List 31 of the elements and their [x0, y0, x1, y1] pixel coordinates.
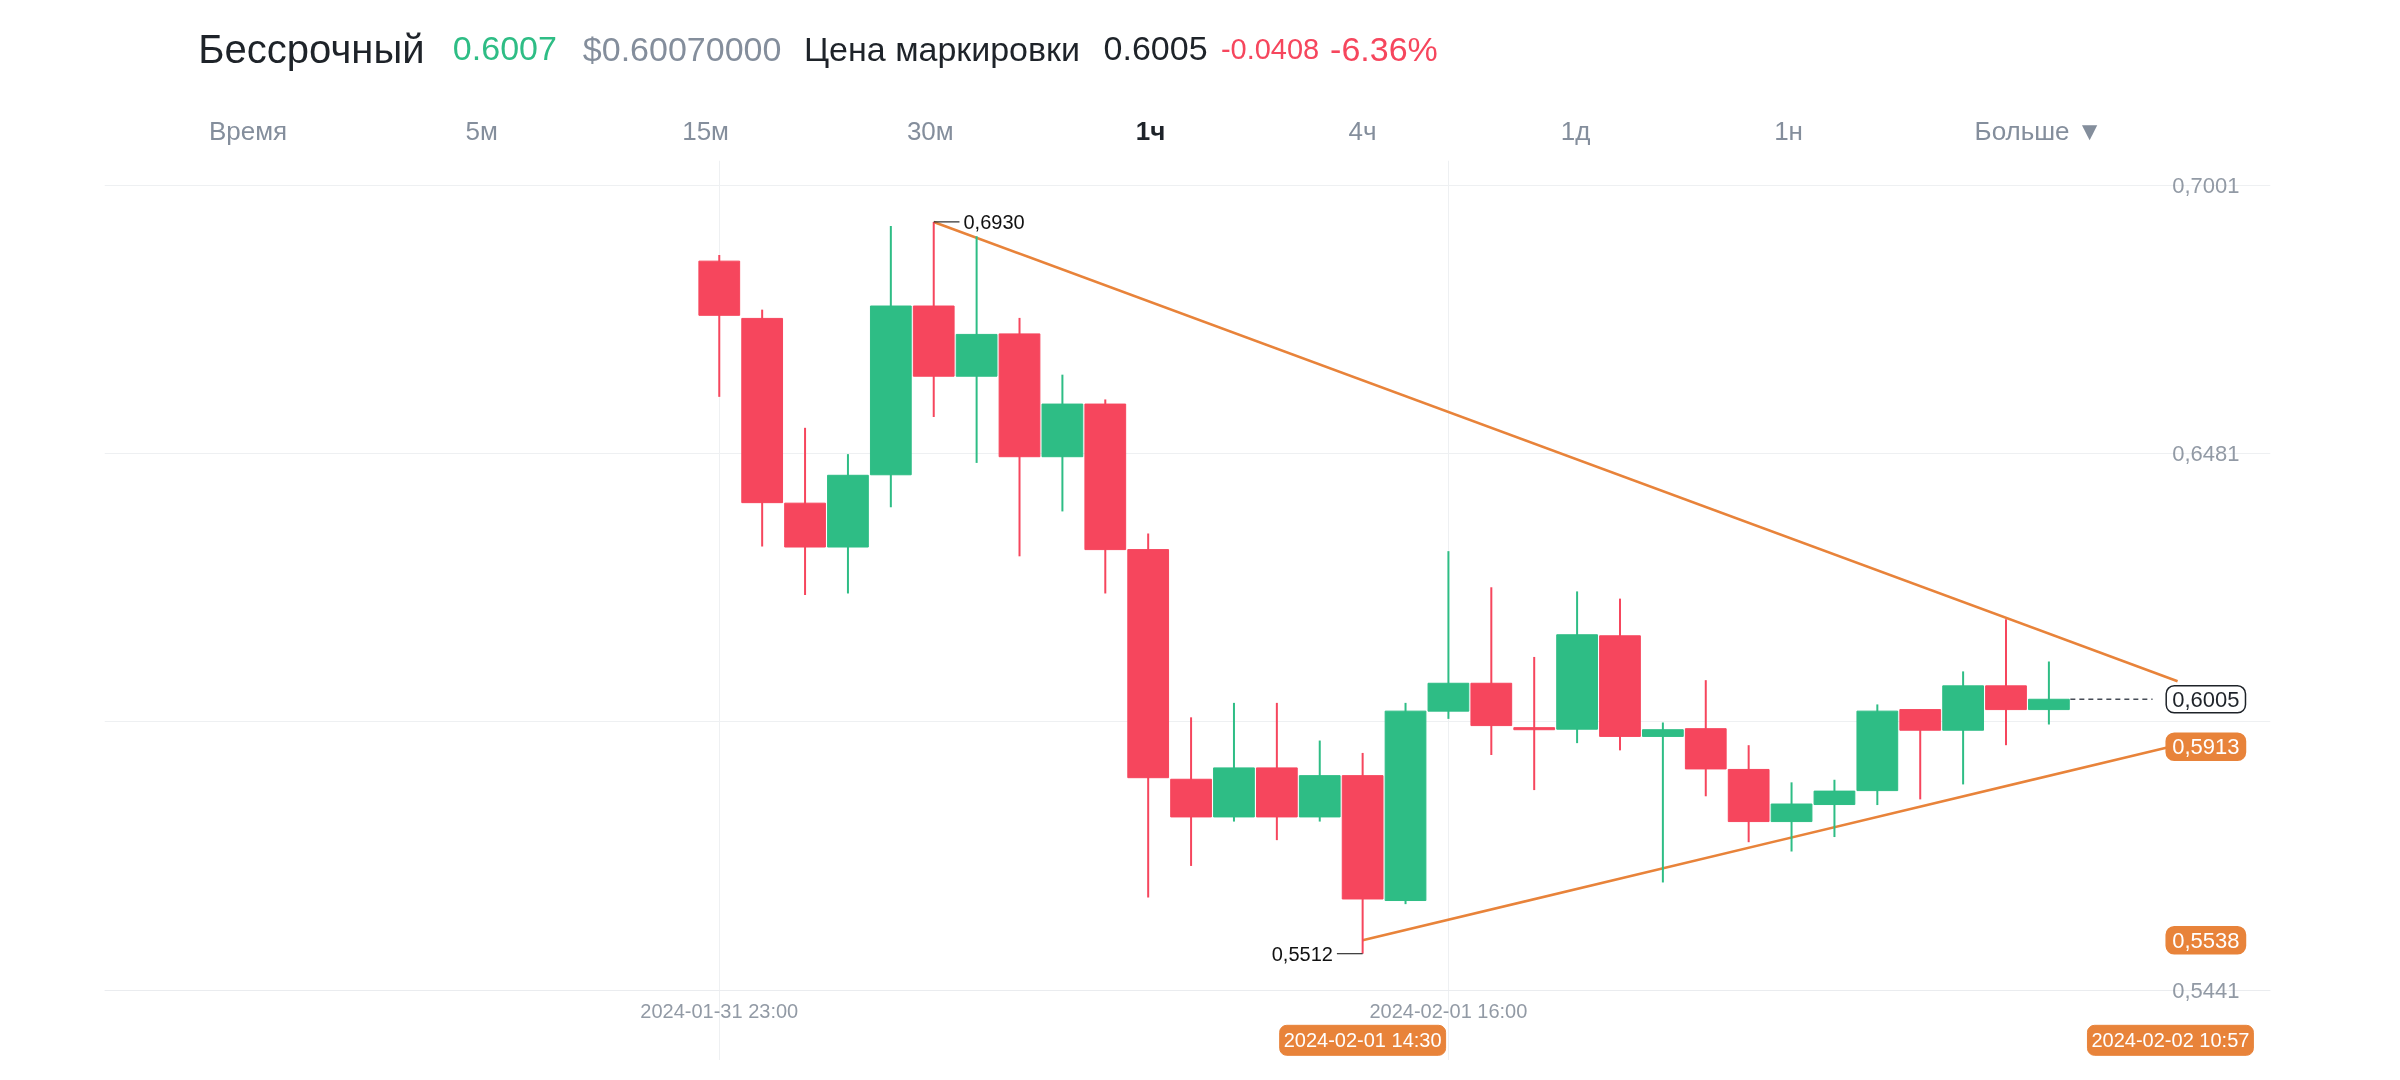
text: 4ч — [1348, 115, 1377, 146]
annotation: 2024-02-02 10:57 — [2091, 1029, 2250, 1052]
annotation: 0,5512 — [1271, 942, 1333, 965]
y-tick-label: 0,6481 — [2172, 441, 2240, 467]
annotation: 2024-02-01 14:30 — [1283, 1029, 1442, 1052]
text: 0.6007 — [452, 29, 557, 67]
text: 5м — [465, 115, 498, 146]
text: Время — [208, 115, 288, 146]
y-tick-label: 0,7001 — [2172, 172, 2240, 198]
annotation: 0,5538 — [2172, 927, 2240, 953]
x-tick-label: 2024-01-31 23:00 — [640, 1000, 799, 1023]
text: 0.6005 — [1103, 29, 1208, 67]
text: 1н — [1774, 115, 1803, 146]
x-tick-label: 2024-02-01 16:00 — [1369, 1000, 1528, 1023]
annotation: 0,6930 — [963, 210, 1025, 233]
annotation: 0,5913 — [2172, 734, 2240, 760]
text: Цена маркировки — [803, 29, 1080, 68]
candlestick — [1513, 655, 1556, 792]
candlestick — [2028, 660, 2070, 726]
chart-title: Бессрочный — [198, 26, 425, 71]
text: $0.60070000 — [582, 29, 782, 68]
text: 15м — [682, 115, 729, 146]
candlestick — [1642, 721, 1684, 884]
text: 1ч — [1135, 115, 1166, 146]
text: -6.36% — [1330, 29, 1438, 68]
annotation: 0,6005 — [2172, 686, 2240, 712]
text: -0.0408 — [1220, 32, 1320, 65]
text: Больше ▼ — [1974, 115, 2103, 146]
y-tick-label: 0,5441 — [2172, 977, 2240, 1003]
text: 30м — [906, 115, 954, 146]
text: 1д — [1560, 115, 1591, 146]
